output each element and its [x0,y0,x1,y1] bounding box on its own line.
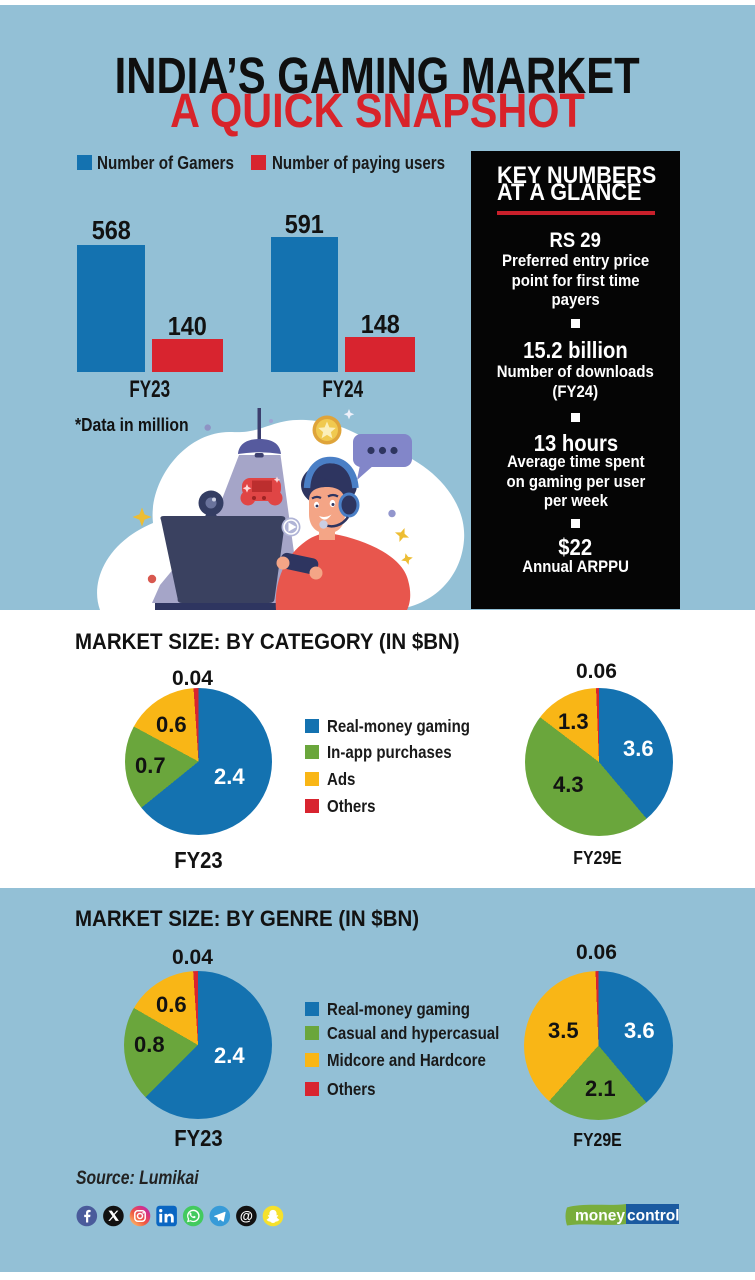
svg-text:@: @ [240,1208,253,1223]
svg-text:money: money [575,1208,625,1225]
svg-text:control: control [627,1208,680,1225]
